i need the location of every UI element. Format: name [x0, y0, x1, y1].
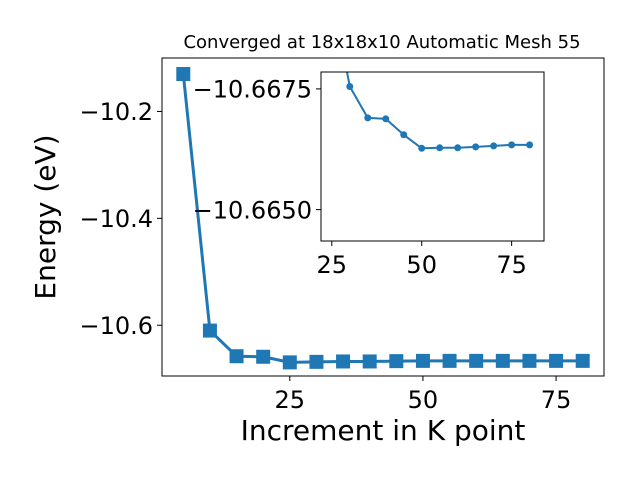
data-point [364, 114, 372, 122]
data-point [454, 144, 462, 152]
y-tick-label: −10.4 [79, 205, 153, 233]
main-x-ticks: 25 50 75 [275, 376, 572, 414]
main-plot-frame [161, 57, 605, 377]
inset-x-ticks: 25 50 75 [317, 241, 527, 279]
y-tick-label: −10.6650 [193, 196, 312, 224]
data-point [549, 353, 564, 368]
x-tick-label: 50 [406, 251, 437, 279]
data-point [346, 82, 354, 90]
data-point [522, 353, 537, 368]
data-point [495, 353, 510, 368]
data-point [490, 142, 498, 150]
data-point [442, 353, 457, 368]
main-chart: Converged at 18x18x10 Automatic Mesh 55 … [29, 32, 605, 447]
data-point [362, 354, 377, 369]
data-point [202, 323, 217, 338]
data-point [469, 353, 484, 368]
inset-plot-frame [320, 71, 545, 242]
x-tick-label: 75 [541, 386, 572, 414]
main-y-ticks: −10.2 −10.4 −10.6 [79, 98, 162, 340]
inset-chart: 25 50 75 −10.6675 −10.6650 [193, 71, 545, 279]
inset-y-ticks: −10.6675 −10.6650 [193, 76, 321, 224]
data-point [508, 141, 516, 149]
data-point [526, 141, 534, 149]
data-point [415, 353, 430, 368]
x-tick-label: 75 [496, 251, 527, 279]
data-point [436, 144, 444, 152]
y-tick-label: −10.6675 [193, 76, 312, 104]
x-tick-label: 25 [275, 386, 306, 414]
data-point [400, 131, 408, 139]
x-axis-label: Increment in K point [241, 414, 526, 447]
data-point [418, 144, 426, 152]
data-point [472, 143, 480, 151]
main-series [176, 67, 590, 370]
y-tick-label: −10.2 [79, 98, 153, 126]
data-point [256, 349, 271, 364]
data-point [575, 353, 590, 368]
data-point [309, 354, 324, 369]
y-tick-label: −10.6 [79, 312, 153, 340]
x-tick-label: 50 [408, 386, 439, 414]
data-point [336, 354, 351, 369]
y-axis-label: Energy (eV) [29, 134, 62, 299]
chart-title: Converged at 18x18x10 Automatic Mesh 55 [183, 32, 580, 53]
data-point [176, 67, 191, 82]
data-point [282, 355, 297, 370]
inset-background [321, 72, 544, 241]
x-tick-label: 25 [317, 251, 348, 279]
data-point [229, 349, 244, 364]
data-point [382, 115, 390, 123]
series-line [181, 73, 583, 364]
inset-series [345, 72, 534, 152]
data-point [389, 354, 404, 369]
